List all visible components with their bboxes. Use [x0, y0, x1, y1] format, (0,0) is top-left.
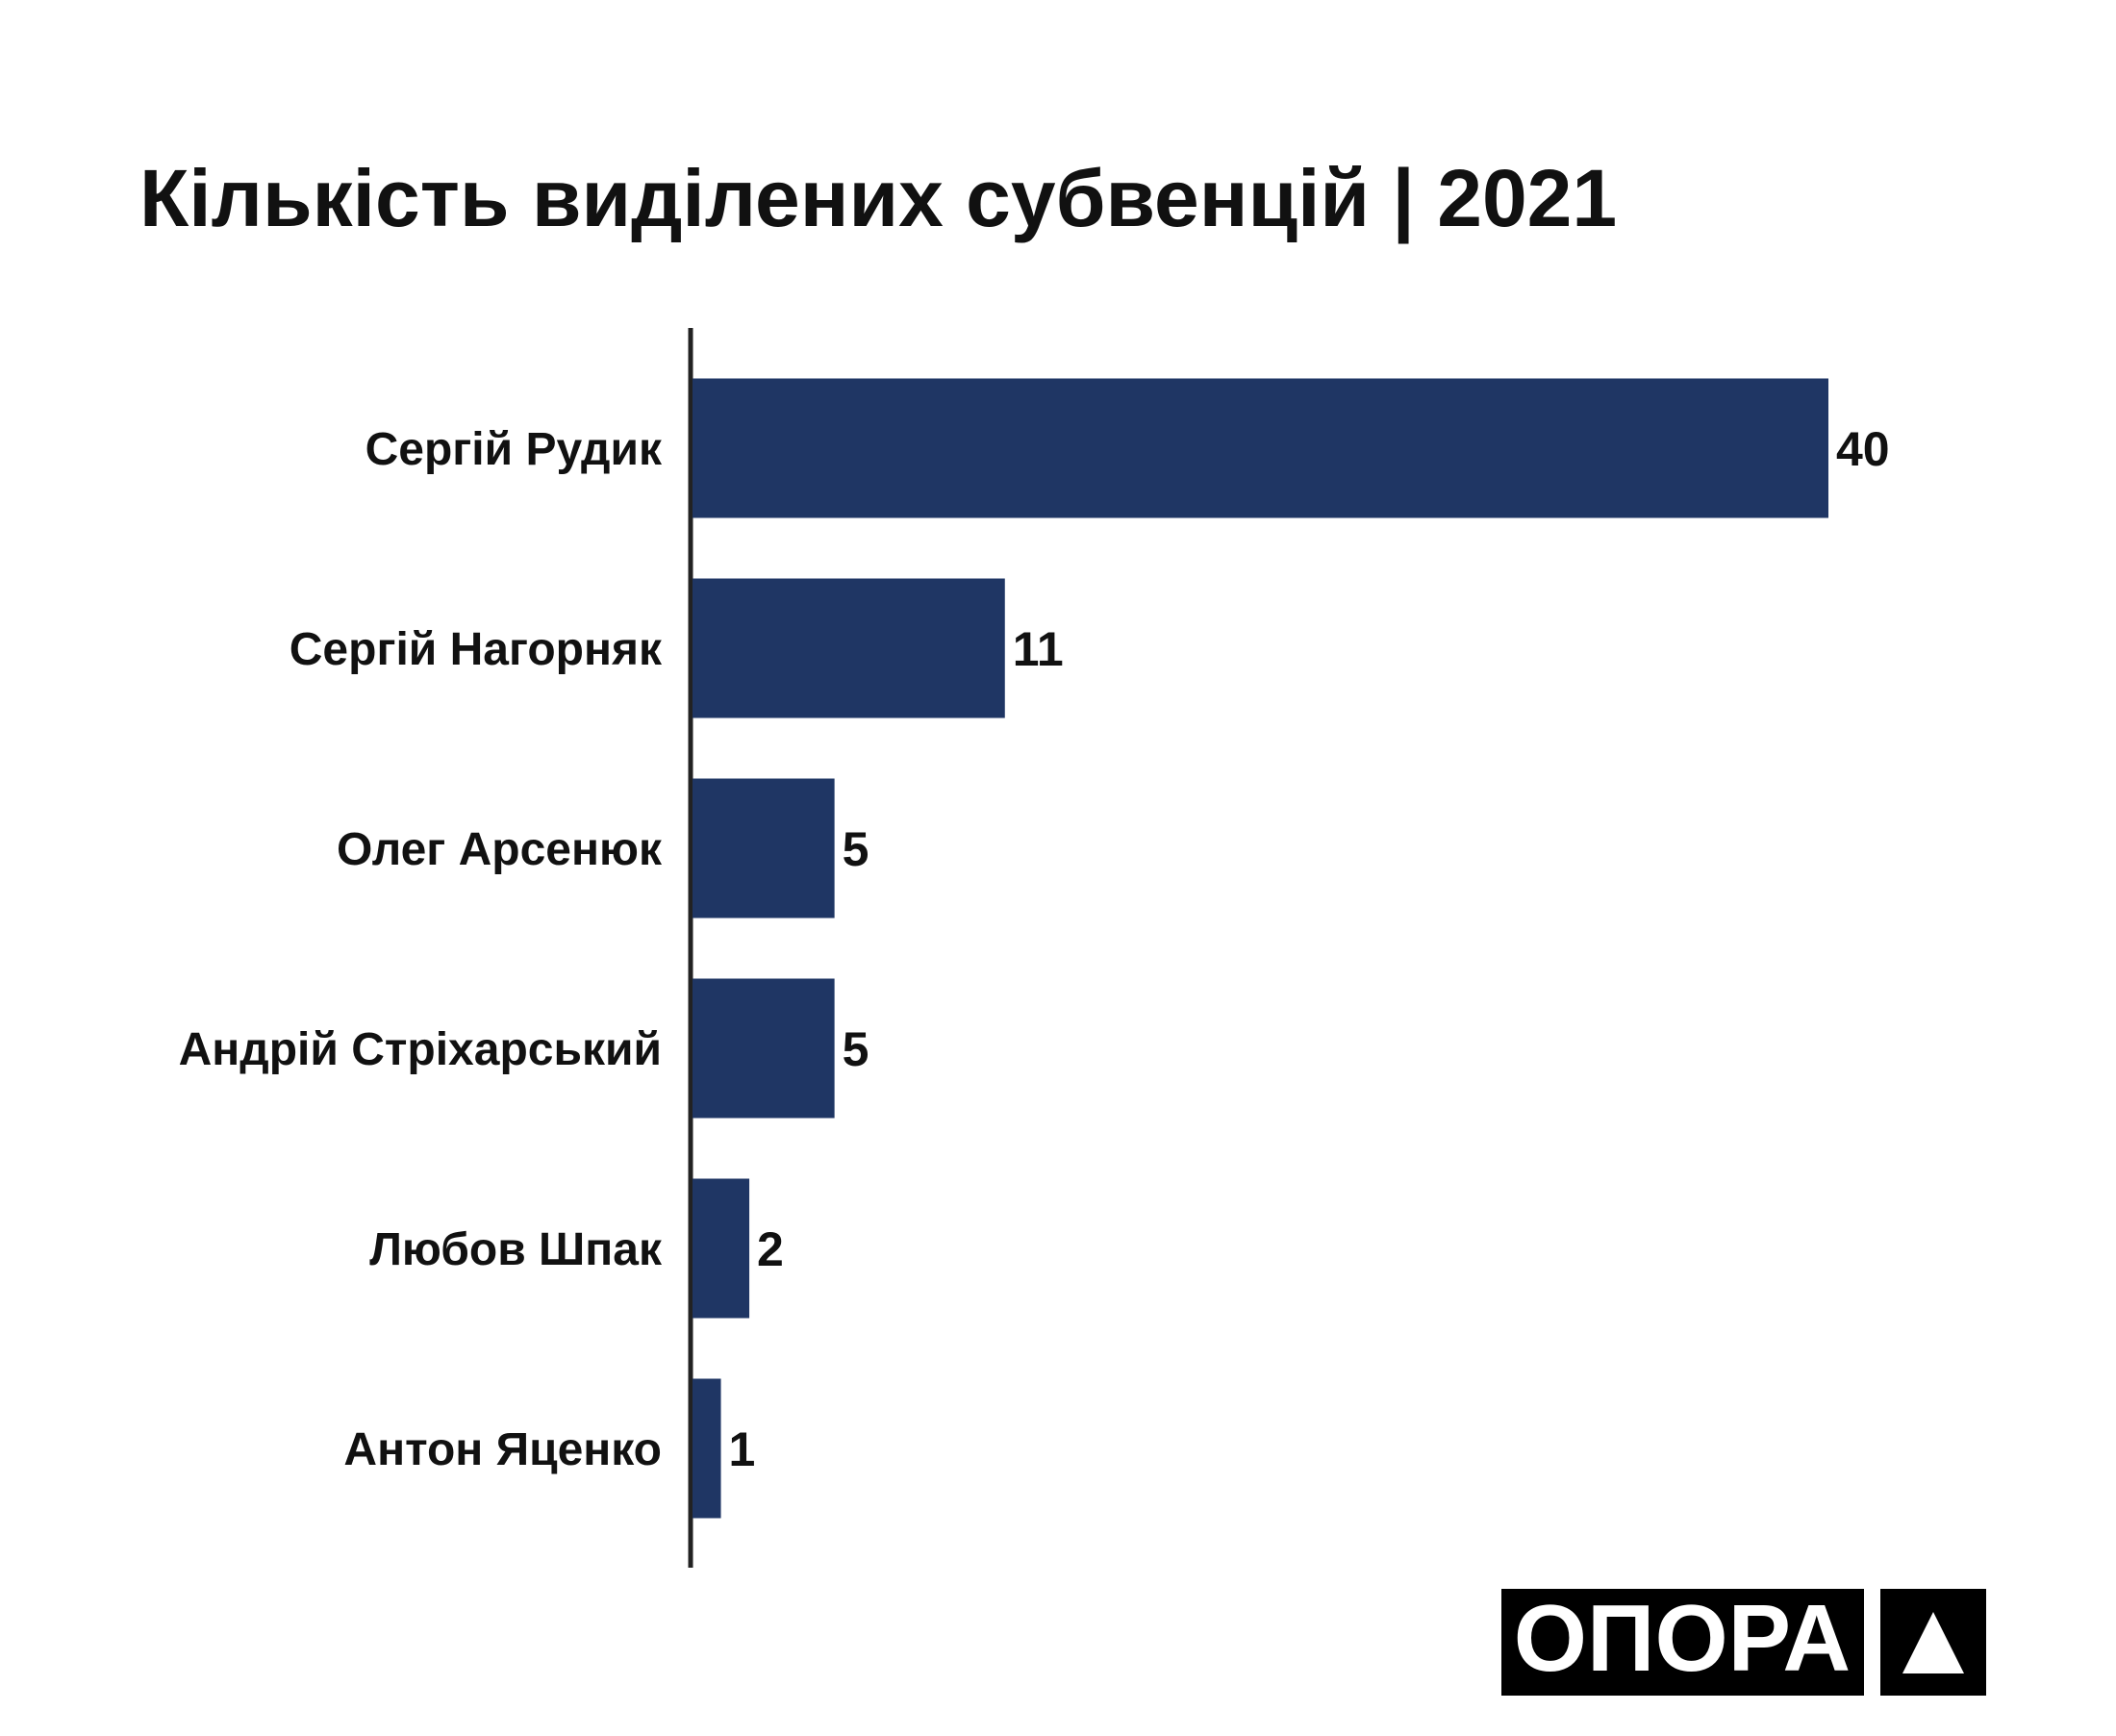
chart-title: Кількість виділених субвенцій | 2021: [139, 153, 1617, 244]
logo-triangle: [1902, 1612, 1964, 1673]
bar: [693, 778, 835, 918]
y-tick-label: Олег Арсенюк: [337, 824, 663, 875]
bar: [693, 1378, 721, 1519]
bar: [693, 578, 1005, 718]
value-label: 5: [843, 1022, 869, 1076]
value-label: 5: [843, 822, 869, 876]
y-tick-label: Любов Шпак: [369, 1224, 663, 1275]
y-tick-label: Сергій Рудик: [365, 424, 663, 475]
logo: ОПОРА: [1501, 1585, 1986, 1696]
bar: [693, 378, 1828, 518]
value-label: 1: [729, 1422, 756, 1476]
value-label: 40: [1836, 422, 1890, 476]
value-label: 11: [1013, 622, 1064, 676]
logo-text: ОПОРА: [1514, 1585, 1851, 1691]
value-label: 2: [757, 1222, 784, 1276]
y-tick-label: Андрій Стріхарський: [179, 1024, 662, 1075]
y-tick-label: Сергій Нагорняк: [290, 624, 663, 675]
bar: [693, 978, 835, 1119]
y-tick-label: Антон Яценко: [343, 1424, 662, 1475]
logo-box: [1501, 1589, 1864, 1696]
bar: [693, 1178, 750, 1319]
